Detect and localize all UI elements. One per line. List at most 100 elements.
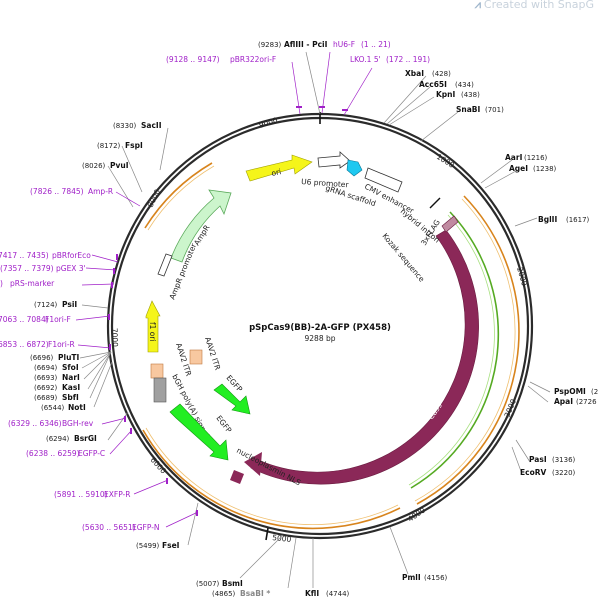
site-xbai: XbaI — [405, 69, 424, 78]
site-pspomi: PspOMI — [554, 387, 586, 396]
site-kfli-pos: (4744) — [326, 590, 350, 598]
watermark-text: Created with SnapG — [483, 0, 594, 11]
ampr-promoter-feature — [157, 253, 173, 277]
kozak-label: Kozak sequence — [380, 232, 426, 284]
site-psii: PsiI — [62, 300, 77, 309]
ori-label: ori — [271, 167, 282, 178]
primer-amp-r-range: (7826 .. 7845) — [30, 187, 84, 196]
tick-2000: 2000 — [515, 266, 529, 287]
tick-9000: 9000 — [258, 115, 279, 130]
site-aari-pos: (1216) — [524, 154, 548, 162]
orf-arc-green-right-inner — [408, 214, 495, 486]
primer-amp-r: Amp-R — [88, 187, 113, 196]
primer-f1ori-f-range: 7063 .. 7084) — [0, 315, 49, 324]
egfp-inner-feature — [213, 383, 251, 415]
site-agei-pos: (1238) — [533, 165, 557, 173]
site-kpni: KpnI — [436, 90, 456, 99]
primer-egfp-c: EGFP-C — [78, 449, 105, 458]
primer-exfp-r: EXFP-R — [104, 490, 130, 499]
primer-lko1: LKO.1 5' — [350, 55, 381, 64]
orf-arc-green-right — [410, 211, 500, 489]
primer-pbr322ori-f: pBR322ori-F — [230, 55, 276, 64]
site-bsrgi: BsrGI — [74, 434, 97, 443]
site-bglii: BglII — [538, 215, 557, 224]
primer-pbr322ori-f-range: (9128 .. 9147) — [166, 55, 220, 64]
aav2-itr-left-feature — [150, 363, 164, 379]
ori-feature — [245, 154, 313, 182]
site-kasi: KasI — [62, 383, 80, 392]
site-afliii-pcii: AflIII - PciI — [284, 40, 328, 49]
u6-promoter-label: U6 promoter — [301, 177, 350, 189]
orf-arc-orange-left — [144, 162, 213, 229]
aav2-itr-right-label: AAV2 ITR — [203, 336, 222, 371]
primer-f1ori-f: F1ori-F — [45, 315, 71, 324]
site-nari: NarI — [62, 373, 80, 382]
site-bsmi: BsmI — [222, 579, 243, 588]
orf-arc-orange-right — [416, 195, 520, 505]
primer-exfp-r-range: (5891 .. 5910) — [54, 490, 108, 499]
tick-8000: 8000 — [146, 188, 163, 209]
orf-arc-orange-bottom — [142, 429, 401, 530]
orf-arc-orange-right-inner — [414, 198, 516, 502]
site-pmli-pos: (4156) — [424, 574, 448, 582]
primer-egfp-n: EGFP-N — [132, 523, 160, 532]
cmv-enhancer-feature — [364, 167, 403, 193]
site-pspomi-pos: (2 — [591, 388, 598, 396]
restriction-site-labels: (9283) AflIII - PciI XbaI (428) Acc65I (… — [30, 40, 598, 598]
tick-5000-mark — [265, 527, 269, 541]
site-pvui: PvuI — [110, 161, 129, 170]
primer-leader-lines — [75, 51, 373, 528]
orf-arc-orange-left-inner — [147, 165, 215, 231]
site-sfoi-pos: (6694) — [34, 364, 58, 372]
site-fspi: FspI — [125, 141, 143, 150]
nls-feature — [230, 470, 244, 484]
plasmid-length: 9288 bp — [305, 334, 336, 343]
snapgene-logo-icon: ⩘ — [474, 0, 481, 11]
primer-labels: (9128 .. 9147) pBR322ori-F hU6-F (1 .. 2… — [0, 40, 430, 532]
primer-markers — [108, 106, 348, 516]
site-bsrgi-pos: (6294) — [46, 435, 70, 443]
tick-4000: 4000 — [406, 505, 427, 523]
primer-egfp-n-range: (5630 .. 5651) — [82, 523, 136, 532]
primer-bgh-rev-range: (6329 .. 6346) — [8, 419, 62, 428]
watermark: ⩘ Created with SnapG — [475, 0, 594, 12]
site-sacii-pos: (8330) — [113, 122, 137, 130]
tick-6000: 6000 — [149, 455, 169, 475]
site-apai: ApaI — [554, 397, 573, 406]
leader-lines — [79, 51, 551, 589]
site-sfoi: SfoI — [62, 363, 79, 372]
site-sbfi-pos: (6689) — [34, 394, 58, 402]
primer-pgex3-range: (7357 .. 7379) — [0, 264, 54, 273]
primer-egfp-c-range: (6238 .. 6259) — [26, 449, 80, 458]
site-pluti: PluTI — [58, 353, 80, 362]
orf-arc-orange-bottom-inner — [145, 427, 399, 526]
cas9-feature — [250, 229, 479, 485]
primer-lko1-range: (172 .. 191) — [386, 55, 430, 64]
site-kasi-pos: (6692) — [34, 384, 58, 392]
grna-scaffold-feature — [346, 159, 363, 177]
primer-hu6-f-range: (1 .. 21) — [361, 40, 391, 49]
site-pasi: PasI — [529, 455, 547, 464]
site-bglii-pos: (1617) — [566, 216, 590, 224]
nls-label: nucleoplasmin NLS — [235, 446, 302, 488]
site-fspi-pos: (8172) — [97, 142, 121, 150]
primer-f1ori-r: F1ori-R — [48, 340, 75, 349]
site-noti-pos: (6544) — [41, 404, 65, 412]
primer-prs-marker-range: ) — [0, 279, 3, 288]
f1-ori-feature — [145, 300, 161, 353]
bgh-polya-feature — [153, 377, 167, 403]
f1-ori-label: f1 ori — [148, 322, 157, 342]
site-bsabi: BsaBI * — [240, 589, 270, 598]
site-ecorv: EcoRV — [520, 468, 546, 477]
kozak-marker — [429, 197, 441, 209]
site-sbfi: SbfI — [62, 393, 79, 402]
site-xbai-pos: (428) — [432, 70, 451, 78]
site-kpni-pos: (438) — [461, 91, 480, 99]
egfp-outer-label: EGFP — [214, 414, 233, 435]
cas9-arrowhead — [244, 452, 262, 476]
plasmid-name: pSpCas9(BB)-2A-GFP (PX458) — [249, 323, 391, 333]
ampr-feature — [170, 189, 232, 263]
site-sacii: SacII — [141, 121, 162, 130]
site-snabi-pos: (701) — [485, 106, 504, 114]
